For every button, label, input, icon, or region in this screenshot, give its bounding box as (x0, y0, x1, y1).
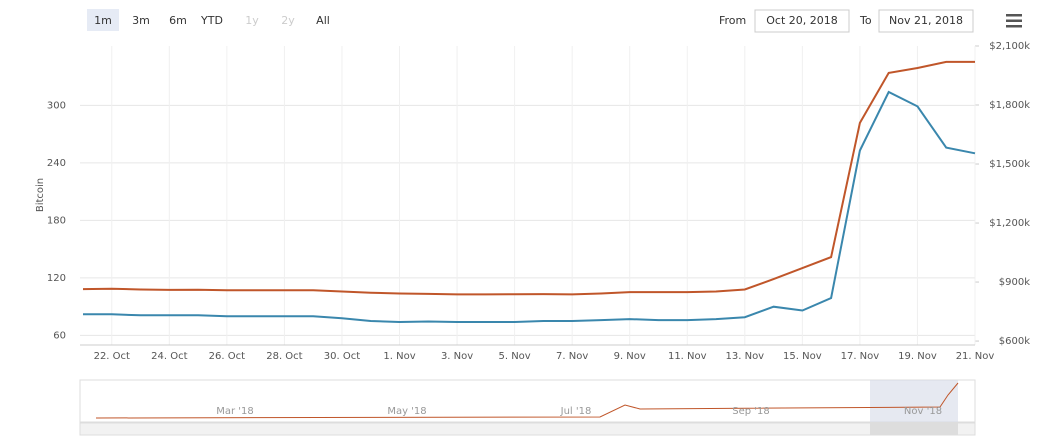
range-button[interactable]: 1y (245, 14, 259, 27)
navigator-label: May '18 (387, 406, 426, 417)
y2-tick-label: $1,800k (989, 100, 1030, 111)
menu-icon[interactable] (1006, 14, 1022, 28)
range-button[interactable]: 3m (132, 14, 150, 27)
navigator-label: Jul '18 (560, 406, 592, 417)
active-button-bg (87, 9, 119, 31)
navigator-frame (79, 379, 976, 423)
x-tick-label: 24. Oct (151, 351, 187, 362)
range-button[interactable]: 6m (169, 14, 187, 27)
y2-tick-label: $1,500k (989, 159, 1030, 170)
y-tick-label: 180 (47, 215, 66, 226)
navigator-label: Nov '18 (904, 406, 942, 417)
x-tick-label: 30. Oct (324, 351, 360, 362)
y-tick-label: 60 (53, 330, 66, 341)
y2-tick-label: $1,200k (989, 218, 1030, 229)
x-tick-label: 22. Oct (94, 351, 130, 362)
x-tick-label: 26. Oct (209, 351, 245, 362)
to-input[interactable]: Nov 21, 2018 (889, 14, 963, 27)
y-axis-title: Bitcoin (35, 178, 46, 212)
x-tick-label: 28. Oct (266, 351, 302, 362)
y2-tick-label: $2,100k (989, 41, 1030, 52)
x-tick-label: 15. Nov (783, 351, 822, 362)
series-line (82, 60, 975, 296)
x-tick-label: 17. Nov (841, 351, 880, 362)
from-input-box[interactable] (754, 9, 850, 33)
navigator-window[interactable] (870, 380, 958, 422)
range-button[interactable]: YTD (200, 14, 223, 27)
x-tick-label: 19. Nov (898, 351, 937, 362)
y-tick-label: 300 (47, 100, 66, 111)
series-line (83, 90, 976, 324)
y-tick-label: 240 (47, 158, 66, 169)
x-tick-label: 9. Nov (614, 351, 646, 362)
from-input[interactable]: Oct 20, 2018 (766, 14, 838, 27)
x-tick-label: 13. Nov (726, 351, 765, 362)
x-tick-label: 3. Nov (441, 351, 473, 362)
y2-tick-label: $600k (999, 336, 1030, 347)
x-tick-label: 21. Nov (956, 351, 995, 362)
scrollbar-thumb[interactable] (870, 423, 958, 435)
x-tick-label: 1. Nov (383, 351, 415, 362)
navigator-label: Sep '18 (732, 406, 770, 417)
navigator-label: Mar '18 (216, 406, 254, 417)
navigator-line (95, 382, 959, 419)
from-label: From (719, 14, 746, 27)
range-button[interactable]: 2y (281, 14, 295, 27)
to-input-box[interactable] (878, 9, 974, 33)
y-tick-label: 120 (47, 273, 66, 284)
x-tick-label: 5. Nov (498, 351, 530, 362)
to-label: To (859, 14, 872, 27)
scrollbar[interactable] (79, 422, 976, 436)
x-tick-label: 7. Nov (556, 351, 588, 362)
range-button[interactable]: 1m (94, 14, 112, 27)
range-button[interactable]: All (316, 14, 330, 27)
y2-tick-label: $900k (999, 277, 1030, 288)
x-tick-label: 11. Nov (668, 351, 707, 362)
